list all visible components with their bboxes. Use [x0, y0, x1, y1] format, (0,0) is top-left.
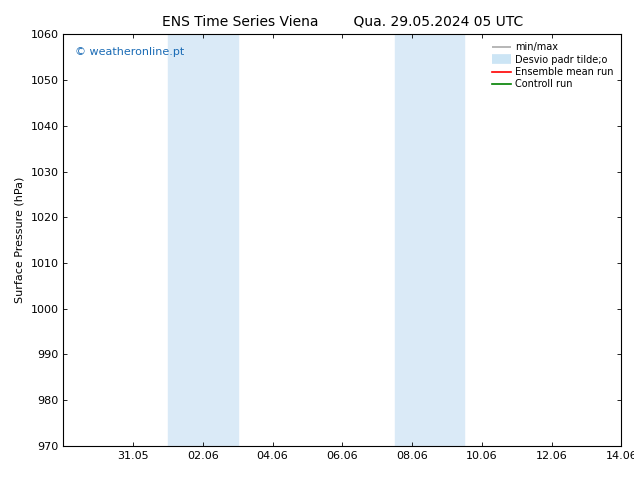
Text: © weatheronline.pt: © weatheronline.pt: [75, 47, 184, 57]
Bar: [394, 34, 464, 446]
Y-axis label: Surface Pressure (hPa): Surface Pressure (hPa): [15, 177, 25, 303]
Bar: [168, 34, 238, 446]
Legend: min/max, Desvio padr tilde;o, Ensemble mean run, Controll run: min/max, Desvio padr tilde;o, Ensemble m…: [489, 39, 616, 92]
Title: ENS Time Series Viena        Qua. 29.05.2024 05 UTC: ENS Time Series Viena Qua. 29.05.2024 05…: [162, 15, 523, 29]
